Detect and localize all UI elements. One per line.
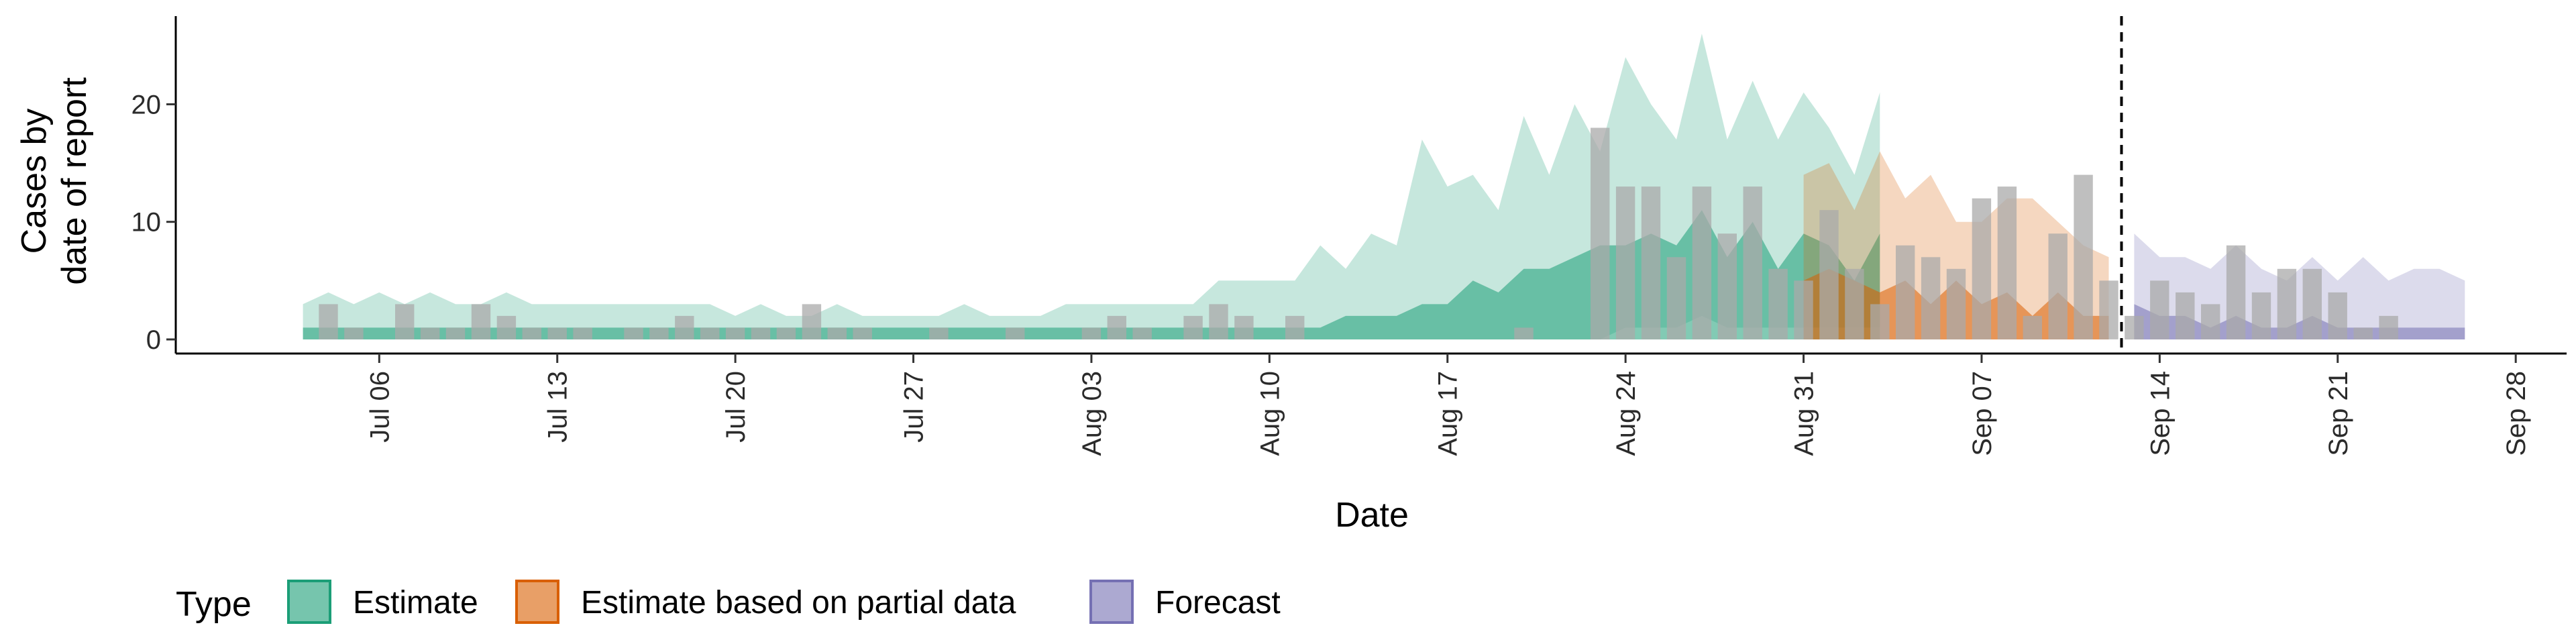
case-bar — [1717, 233, 1737, 339]
band-50-estimate — [303, 210, 1880, 339]
case-bar — [2074, 174, 2093, 339]
case-bar — [2251, 292, 2271, 339]
case-bar — [802, 304, 822, 339]
legend-item-estimate: Estimate — [287, 580, 478, 624]
legend-label-forecast: Forecast — [1155, 585, 1281, 621]
case-bar — [1794, 280, 1813, 339]
legend-title: Type — [176, 585, 252, 624]
case-bar — [1896, 245, 1915, 339]
case-bar — [2353, 327, 2373, 339]
x-tick-label: Aug 03 — [1077, 371, 1107, 456]
x-tick-label: Aug 17 — [1434, 371, 1463, 456]
case-bar — [1641, 186, 1661, 339]
x-tick-label: Sep 21 — [2324, 371, 2353, 456]
case-bar — [2099, 280, 2118, 339]
case-bar — [1107, 315, 1126, 339]
case-bar — [1081, 327, 1102, 339]
x-tick-label: Jul 27 — [900, 371, 929, 443]
axes: 0 10 20 Jul 06 Jul 13 Jul 20 Jul 27 Aug 03 Aug 1… — [131, 16, 2567, 456]
case-bar — [471, 304, 491, 339]
case-bar — [573, 327, 592, 339]
case-bar — [827, 327, 847, 339]
y-axis-title-line1: Cases by — [15, 109, 54, 254]
case-bar — [1183, 315, 1203, 339]
x-tick-label: Sep 14 — [2145, 371, 2175, 456]
case-bar — [1285, 315, 1305, 339]
x-tick-label: Aug 10 — [1255, 371, 1285, 456]
case-bar — [776, 327, 796, 339]
case-bar — [496, 315, 517, 339]
case-bar — [2277, 268, 2297, 339]
case-bar — [1946, 268, 1966, 339]
case-bar — [700, 327, 720, 339]
case-bar — [1692, 186, 1712, 339]
legend-item-forecast: Forecast — [1089, 580, 1281, 624]
case-bar — [344, 327, 364, 339]
case-bar — [929, 327, 949, 339]
x-tick-label: Jul 20 — [721, 371, 751, 443]
y-tick-label: 0 — [146, 325, 161, 355]
x-axis-title: Date — [1335, 496, 1409, 535]
case-bar — [1234, 315, 1254, 339]
y-tick-label: 10 — [131, 208, 162, 237]
band-90-estimate — [303, 34, 1880, 340]
case-bar — [1819, 210, 1839, 339]
legend: Type Estimate Estimate based on partial … — [176, 580, 1281, 624]
case-bar — [2302, 268, 2322, 339]
legend-label-estimate: Estimate — [353, 585, 478, 621]
case-bar — [2328, 292, 2347, 339]
case-bar — [395, 304, 415, 339]
x-tick-label: Aug 24 — [1611, 371, 1641, 456]
estimate-bands — [303, 34, 2465, 340]
case-bar — [445, 327, 466, 339]
case-bar — [1845, 268, 1864, 339]
case-bar — [853, 327, 872, 339]
case-bar — [2226, 245, 2246, 339]
case-bar — [675, 315, 694, 339]
case-bar — [2379, 315, 2398, 339]
case-bar — [319, 304, 338, 339]
x-tick-label: Sep 28 — [2502, 371, 2531, 456]
case-bar — [2125, 315, 2144, 339]
case-bar — [2176, 292, 2195, 339]
legend-swatch-estimate — [287, 580, 331, 624]
case-bar — [522, 327, 541, 339]
case-bar — [751, 327, 771, 339]
case-bar — [1768, 268, 1788, 339]
reported-case-bars — [319, 127, 2398, 339]
y-axis-title-line2: date of report — [55, 77, 94, 285]
case-bar — [2023, 315, 2042, 339]
case-bar — [547, 327, 567, 339]
case-bar — [1870, 304, 1890, 339]
x-tick-label: Jul 06 — [365, 371, 394, 443]
case-bar — [1615, 186, 1635, 339]
case-bar — [1997, 186, 2017, 339]
case-bar — [1743, 186, 1762, 339]
x-tick-label: Sep 07 — [1968, 371, 1997, 456]
case-bar — [649, 327, 669, 339]
x-tick-label: Aug 31 — [1790, 371, 1819, 456]
legend-swatch-partial — [515, 580, 559, 624]
case-bar — [420, 327, 440, 339]
case-bar — [725, 327, 745, 339]
case-bar — [2150, 280, 2169, 339]
case-bar — [1132, 327, 1152, 339]
legend-swatch-forecast — [1089, 580, 1134, 624]
case-bar — [1666, 257, 1686, 339]
case-bar — [1514, 327, 1534, 339]
case-bar — [1921, 257, 1941, 339]
x-tick-label: Jul 13 — [543, 371, 573, 443]
case-bar — [1972, 198, 1992, 339]
y-tick-label: 20 — [131, 90, 162, 119]
case-bar — [2201, 304, 2220, 339]
case-bar — [1006, 327, 1025, 339]
legend-label-partial: Estimate based on partial data — [581, 585, 1016, 621]
case-bar — [1209, 304, 1228, 339]
case-bar — [2048, 233, 2068, 339]
case-bar — [1591, 127, 1610, 339]
legend-item-partial: Estimate based on partial data — [515, 580, 1016, 624]
case-bar — [624, 327, 643, 339]
